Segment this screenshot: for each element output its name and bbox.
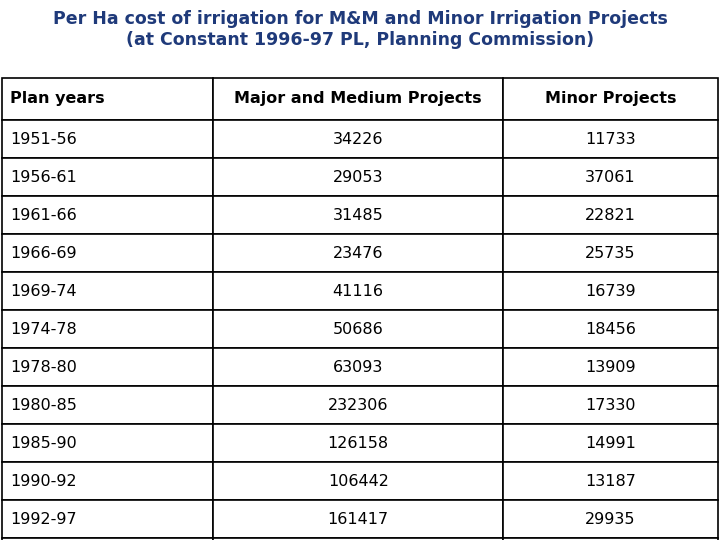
Bar (2, 196, 213, 234)
Bar (213, 234, 503, 272)
Text: 232306: 232306 (328, 397, 389, 413)
Bar (2, 234, 213, 272)
Bar (2, 120, 213, 158)
Bar (213, 500, 503, 538)
Text: 37061: 37061 (585, 170, 636, 185)
Text: 25735: 25735 (585, 246, 636, 260)
Text: Major and Medium Projects: Major and Medium Projects (235, 91, 482, 106)
Text: 161417: 161417 (328, 511, 389, 526)
Text: 63093: 63093 (333, 360, 383, 375)
Text: 126158: 126158 (328, 435, 389, 450)
Bar (503, 386, 718, 424)
Bar (213, 272, 503, 310)
Bar (2, 348, 213, 386)
Bar (503, 120, 718, 158)
Text: 14991: 14991 (585, 435, 636, 450)
Bar (2, 424, 213, 462)
Text: Plan years: Plan years (10, 91, 104, 106)
Bar (2, 386, 213, 424)
Text: 23476: 23476 (333, 246, 384, 260)
Bar (213, 386, 503, 424)
Bar (503, 196, 718, 234)
Bar (503, 348, 718, 386)
Bar (503, 500, 718, 538)
Bar (213, 348, 503, 386)
Bar (2, 272, 213, 310)
Text: 1951-56: 1951-56 (10, 132, 77, 146)
Text: 1978-80: 1978-80 (10, 360, 77, 375)
Bar (213, 310, 503, 348)
Text: 106442: 106442 (328, 474, 389, 489)
Bar (2, 158, 213, 196)
Bar (213, 196, 503, 234)
Bar (213, 78, 503, 120)
Text: 41116: 41116 (333, 284, 384, 299)
Text: 1969-74: 1969-74 (10, 284, 76, 299)
Text: 1990-92: 1990-92 (10, 474, 76, 489)
Text: 1961-66: 1961-66 (10, 207, 77, 222)
Bar (2, 462, 213, 500)
Text: 1974-78: 1974-78 (10, 321, 77, 336)
Text: 13187: 13187 (585, 474, 636, 489)
Bar (503, 234, 718, 272)
Bar (503, 538, 718, 540)
Bar (213, 462, 503, 500)
Bar (213, 538, 503, 540)
Text: 17330: 17330 (585, 397, 636, 413)
Text: 1992-97: 1992-97 (10, 511, 76, 526)
Bar (213, 424, 503, 462)
Text: Minor Projects: Minor Projects (545, 91, 676, 106)
Text: 31485: 31485 (333, 207, 384, 222)
Bar (2, 538, 213, 540)
Bar (2, 310, 213, 348)
Bar (503, 310, 718, 348)
Text: Per Ha cost of irrigation for M&M and Minor Irrigation Projects
(at Constant 199: Per Ha cost of irrigation for M&M and Mi… (53, 10, 667, 49)
Bar (503, 158, 718, 196)
Bar (503, 462, 718, 500)
Bar (2, 78, 213, 120)
Text: 11733: 11733 (585, 132, 636, 146)
Text: 29935: 29935 (585, 511, 636, 526)
Text: 22821: 22821 (585, 207, 636, 222)
Bar (213, 120, 503, 158)
Text: 34226: 34226 (333, 132, 384, 146)
Bar (503, 424, 718, 462)
Text: 1985-90: 1985-90 (10, 435, 77, 450)
Bar (2, 500, 213, 538)
Bar (213, 158, 503, 196)
Bar (503, 78, 718, 120)
Text: 1980-85: 1980-85 (10, 397, 77, 413)
Text: 1966-69: 1966-69 (10, 246, 76, 260)
Text: 13909: 13909 (585, 360, 636, 375)
Bar (503, 272, 718, 310)
Text: 16739: 16739 (585, 284, 636, 299)
Text: 50686: 50686 (333, 321, 384, 336)
Text: 1956-61: 1956-61 (10, 170, 77, 185)
Text: 29053: 29053 (333, 170, 384, 185)
Text: 18456: 18456 (585, 321, 636, 336)
